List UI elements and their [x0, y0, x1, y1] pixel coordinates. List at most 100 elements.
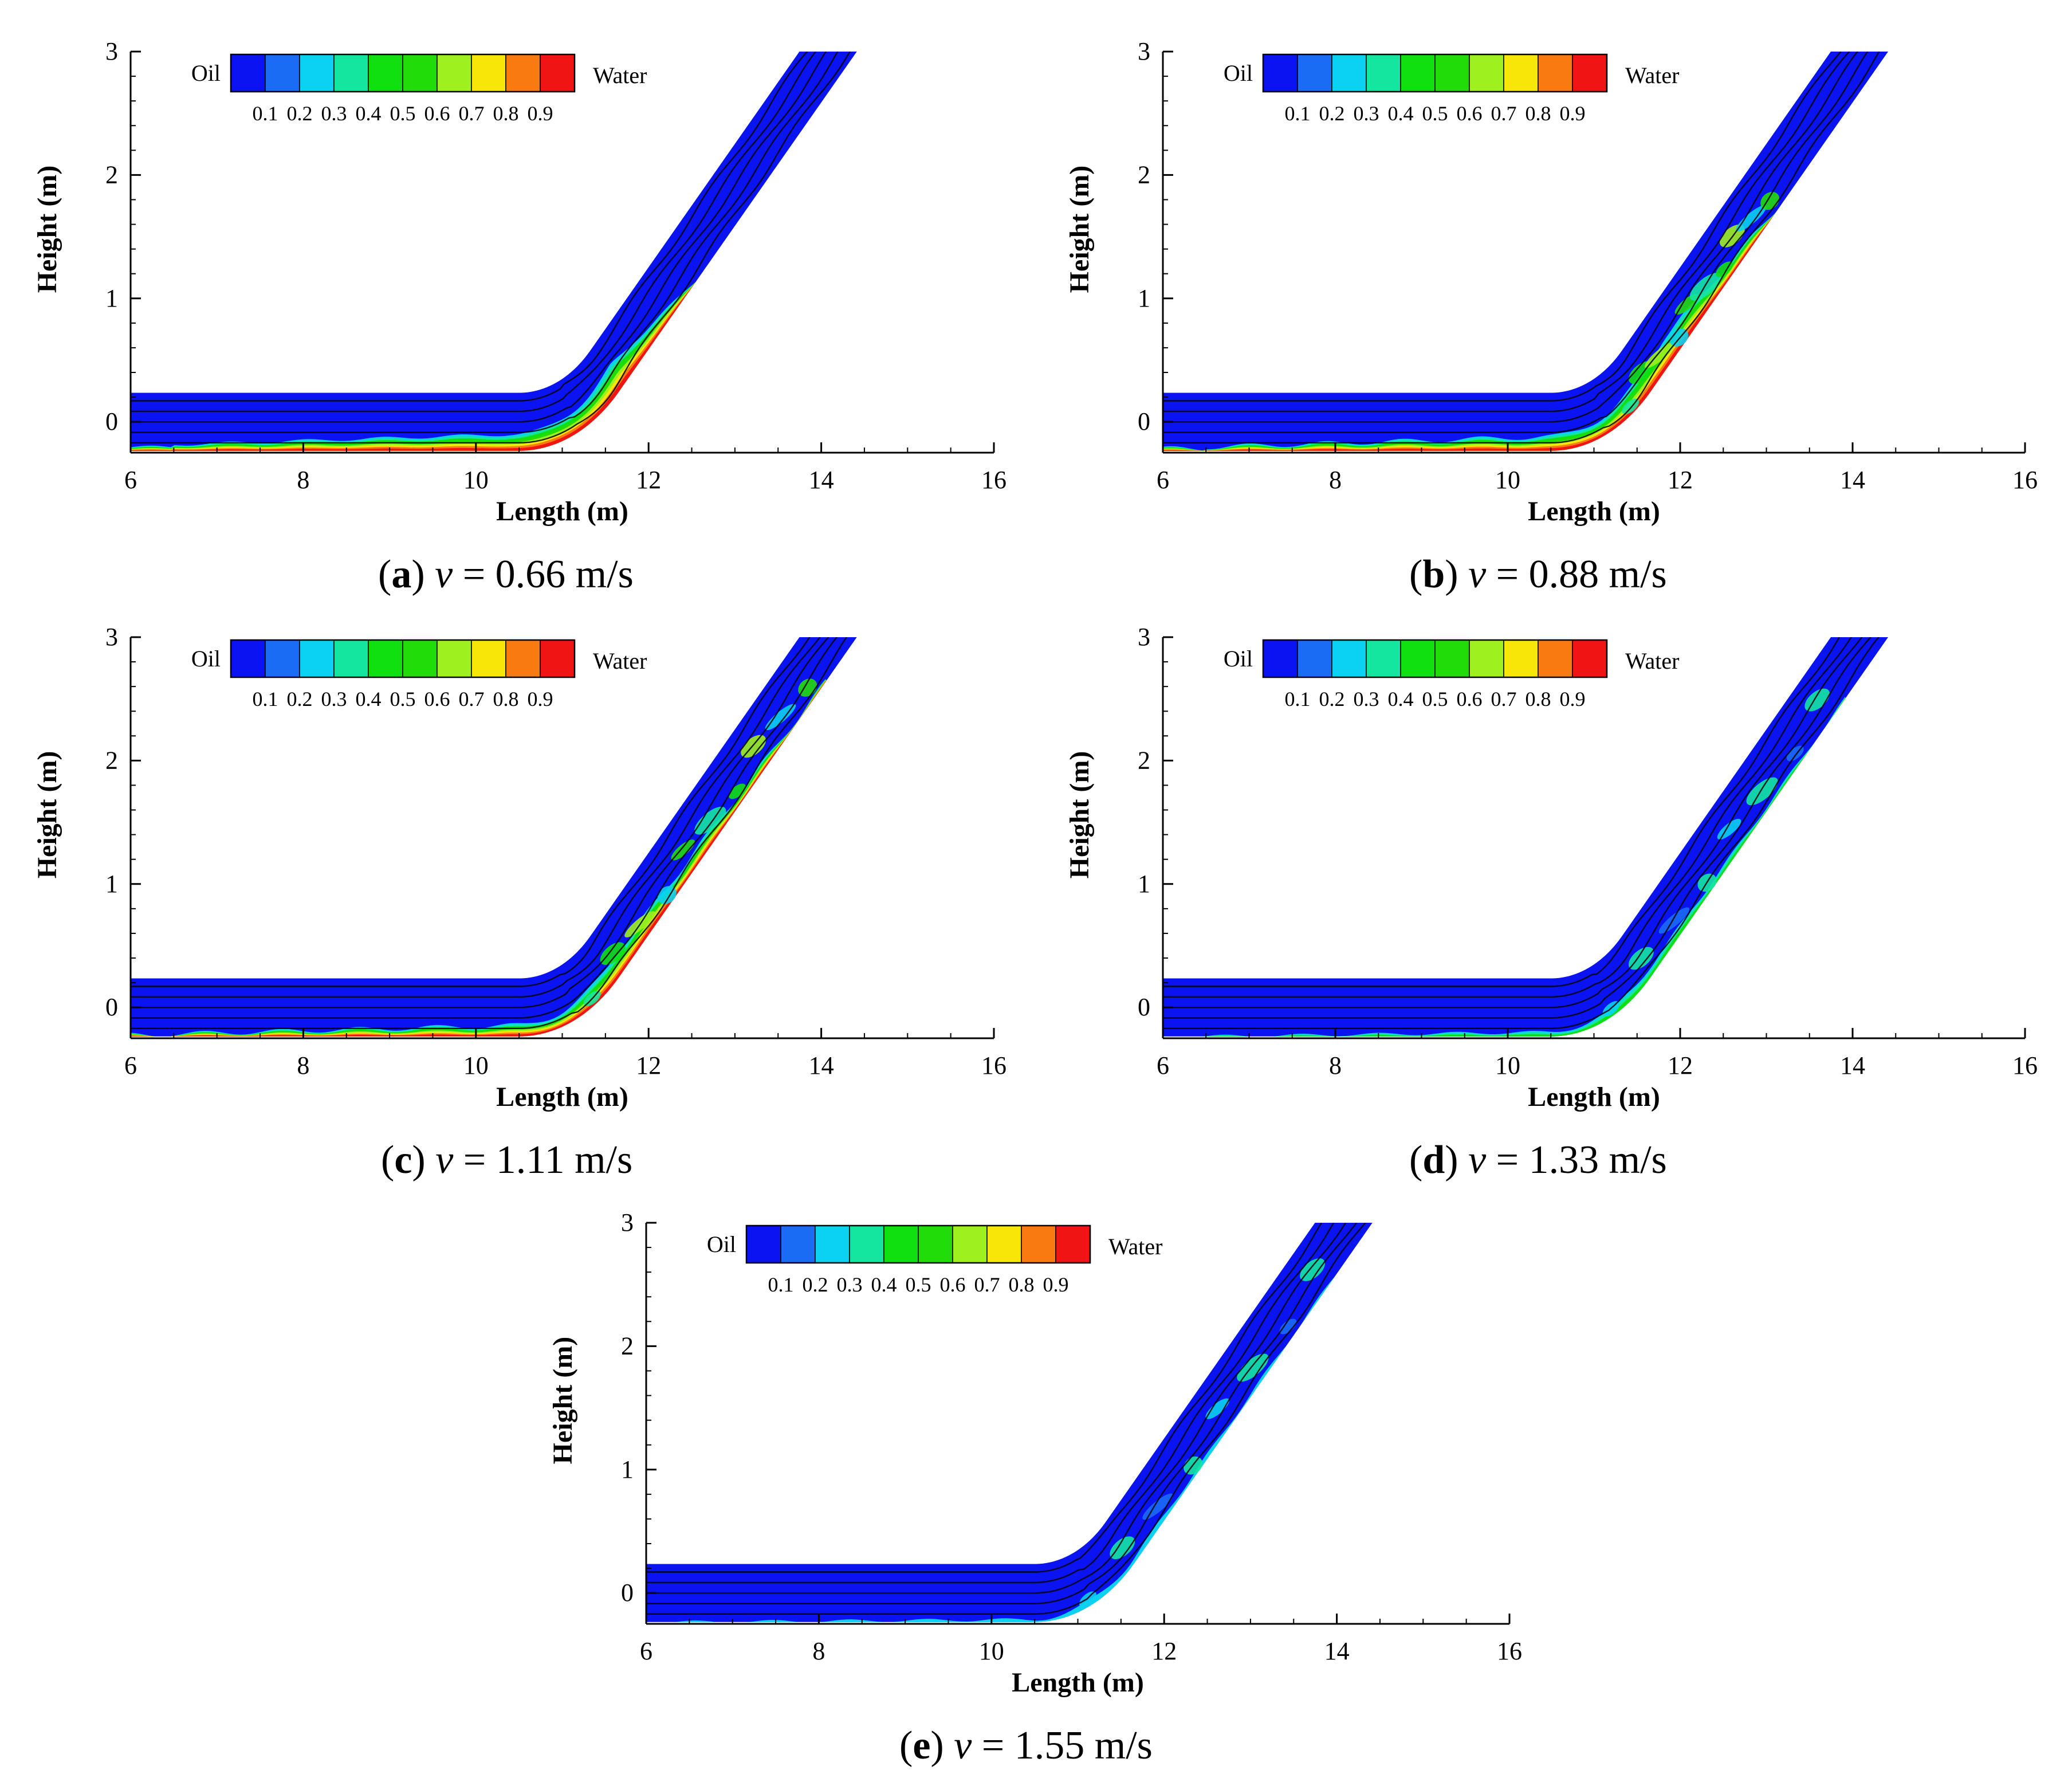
mixing-blob: [1628, 947, 1654, 970]
legend-level-label: 0.8: [493, 102, 519, 125]
legend-water-label: Water: [1108, 1234, 1163, 1259]
legend-water-label: Water: [593, 648, 647, 674]
legend-swatch: [1572, 639, 1607, 678]
caption-d: (d) v = 1.33 m/s: [1409, 1138, 1667, 1182]
legend-level-label: 0.5: [1422, 102, 1448, 125]
mixing-blob: [1079, 1591, 1096, 1607]
streamline: [1163, 52, 1842, 402]
streamline: [646, 1223, 1367, 1615]
mixing-blob: [1279, 1318, 1297, 1334]
legend-level-label: 0.6: [1457, 688, 1483, 711]
pipe-oil-region: [646, 1223, 1373, 1622]
mixing-blob: [1746, 777, 1778, 806]
velocity-value-a: = 0.66 m/s: [462, 552, 634, 596]
legend-swatch: [952, 1225, 988, 1263]
streamline: [646, 1223, 1335, 1583]
legend-frame: [230, 639, 576, 678]
legend-frame: [230, 53, 576, 93]
legend-oil-label: Oil: [191, 60, 221, 86]
legend-level-label: 0.8: [1526, 688, 1551, 711]
legend-level-label: 0.1: [768, 1273, 794, 1296]
mixing-blob: [1300, 1258, 1325, 1281]
legend-level-label: 0.6: [940, 1273, 966, 1296]
x-tick-label: 16: [2012, 466, 2038, 494]
legend-swatch: [746, 1225, 781, 1263]
legend-swatch: [883, 1225, 919, 1263]
x-tick-label: 10: [979, 1637, 1004, 1665]
legend-level-label: 0.9: [528, 688, 553, 711]
velocity-symbol-a: v: [435, 552, 453, 596]
streamline: [131, 637, 848, 1029]
x-axis-label: Length (m): [496, 1082, 628, 1112]
legend-level-label: 0.9: [528, 102, 553, 125]
caption-b: (b) v = 0.88 m/s: [1409, 552, 1667, 596]
legend-level-label: 0.8: [1526, 102, 1551, 125]
y-tick-label: 1: [621, 1455, 634, 1483]
x-tick-label: 6: [124, 1051, 137, 1080]
x-tick-label: 6: [1157, 466, 1169, 494]
x-tick-label: 10: [1495, 1051, 1520, 1080]
streamline: [1163, 52, 1880, 443]
x-tick-label: 12: [636, 466, 661, 494]
legend-level-label: 0.6: [424, 102, 450, 125]
streamline: [1163, 637, 1841, 987]
legend-level-label: 0.2: [1319, 688, 1345, 711]
legend-oil-label: Oil: [1224, 60, 1253, 86]
legend-level-label: 0.1: [253, 102, 278, 125]
legend-swatch: [849, 1225, 884, 1263]
y-axis-label: Height (m): [32, 166, 62, 293]
streamline: [131, 52, 839, 433]
mixing-blob: [657, 886, 677, 904]
legend-level-label: 0.4: [356, 688, 382, 711]
legend-a: Oil Water 0.1 0.2 0.3 0.4 0.5 0.6 0.7 0.8 0.9: [191, 53, 647, 125]
y-tick-label: 0: [105, 407, 118, 435]
caption-c: (c) v = 1.11 m/s: [381, 1138, 633, 1182]
streamline: [646, 1223, 1347, 1594]
streamline: [131, 52, 827, 423]
legend-level-label: 0.9: [1560, 688, 1586, 711]
x-tick-label: 14: [809, 466, 834, 494]
caption-label-c: c: [394, 1138, 412, 1182]
legend-level-label: 0.5: [906, 1273, 931, 1296]
legend-swatch: [1503, 639, 1539, 678]
legend-level-label: 0.2: [287, 102, 313, 125]
x-tick-label: 12: [1151, 1637, 1177, 1665]
legend-level-label: 0.8: [493, 688, 519, 711]
legend-swatch: [986, 1225, 1022, 1263]
streamline: [131, 52, 808, 402]
streamline: [1163, 637, 1880, 1029]
x-tick-label: 6: [124, 466, 137, 494]
legend-swatch: [333, 639, 369, 678]
legend-swatch: [1263, 54, 1298, 92]
x-tick-label: 12: [1668, 1051, 1693, 1080]
legend-swatch: [1469, 639, 1504, 678]
caption-label-d: d: [1422, 1138, 1445, 1182]
legend-swatch: [265, 639, 300, 678]
y-axis-label: Height (m): [1064, 751, 1095, 879]
legend-b: Oil Water 0.1 0.2 0.3 0.4 0.5 0.6 0.7 0.8 0.9: [1224, 53, 1680, 125]
x-tick-label: 10: [463, 1051, 489, 1080]
legend-level-label: 0.7: [459, 102, 485, 125]
x-tick-label: 10: [463, 466, 489, 494]
velocity-value-c: = 1.11 m/s: [463, 1138, 633, 1182]
legend-level-label: 0.1: [1285, 102, 1311, 125]
legend-swatch: [815, 1225, 850, 1263]
legend-level-label: 0.4: [871, 1273, 897, 1296]
legend-swatch: [299, 54, 335, 92]
y-tick-label: 0: [621, 1579, 634, 1607]
x-tick-label: 6: [1157, 1051, 1169, 1080]
mixing-blob: [1736, 205, 1767, 232]
y-axis-label: Height (m): [548, 1337, 578, 1465]
legend-level-label: 0.4: [1388, 688, 1414, 711]
legend-level-label: 0.3: [321, 102, 347, 125]
y-tick-label: 1: [1138, 284, 1150, 312]
x-tick-label: 12: [636, 1051, 661, 1080]
legend-water-label: Water: [593, 62, 647, 88]
legend-frame: [1262, 53, 1608, 93]
y-tick-label: 0: [1138, 993, 1150, 1021]
streamline: [1163, 52, 1850, 412]
legend-swatch: [230, 639, 266, 678]
